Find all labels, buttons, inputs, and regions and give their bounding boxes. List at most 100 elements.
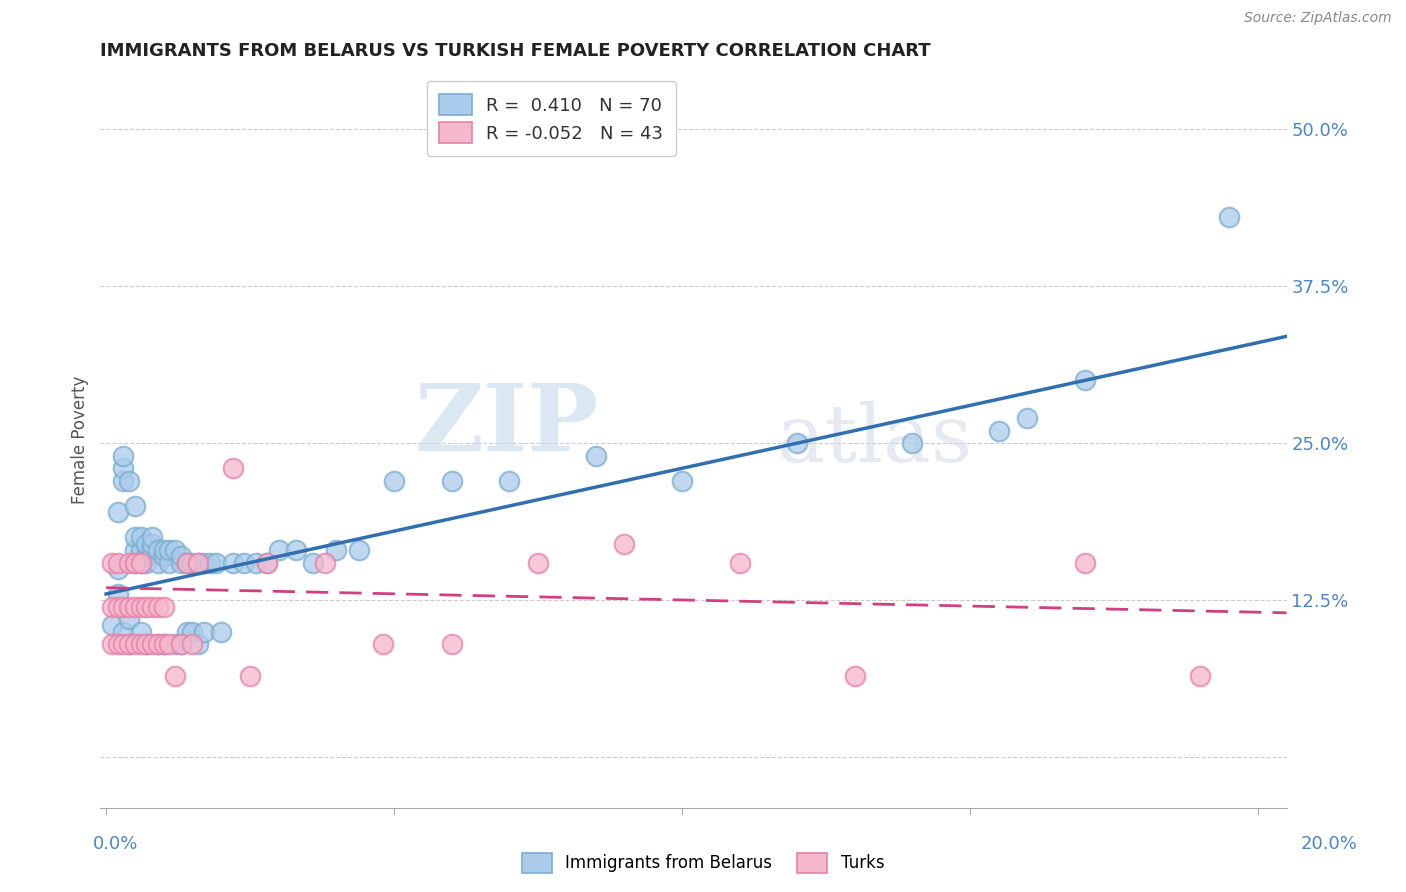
Point	[112, 624, 135, 639]
Point	[285, 543, 308, 558]
Point	[107, 505, 129, 519]
Point	[152, 637, 174, 651]
Point	[112, 474, 135, 488]
Point	[204, 556, 226, 570]
Point	[193, 624, 215, 639]
Point	[135, 637, 157, 651]
Point	[987, 424, 1010, 438]
Text: ZIP: ZIP	[415, 380, 599, 470]
Point	[152, 549, 174, 564]
Point	[527, 556, 550, 570]
Point	[112, 461, 135, 475]
Point	[256, 556, 278, 570]
Point	[141, 537, 163, 551]
Legend: R =  0.410   N = 70, R = -0.052   N = 43: R = 0.410 N = 70, R = -0.052 N = 43	[426, 81, 676, 156]
Point	[135, 637, 157, 651]
Point	[1218, 210, 1240, 224]
Point	[159, 556, 181, 570]
Point	[107, 587, 129, 601]
Point	[135, 556, 157, 570]
Point	[124, 637, 146, 651]
Point	[141, 543, 163, 558]
Point	[256, 556, 278, 570]
Point	[233, 556, 256, 570]
Point	[135, 599, 157, 614]
Point	[382, 474, 405, 488]
Point	[198, 556, 221, 570]
Point	[124, 556, 146, 570]
Point	[187, 556, 209, 570]
Point	[107, 599, 129, 614]
Point	[176, 556, 198, 570]
Point	[135, 549, 157, 564]
Point	[585, 449, 607, 463]
Point	[112, 637, 135, 651]
Text: Source: ZipAtlas.com: Source: ZipAtlas.com	[1244, 12, 1392, 25]
Point	[107, 556, 129, 570]
Point	[107, 562, 129, 576]
Point	[245, 556, 267, 570]
Point	[129, 599, 152, 614]
Point	[187, 637, 209, 651]
Point	[170, 549, 193, 564]
Point	[159, 637, 181, 651]
Point	[165, 543, 187, 558]
Legend: Immigrants from Belarus, Turks: Immigrants from Belarus, Turks	[515, 847, 891, 880]
Point	[440, 474, 463, 488]
Point	[314, 556, 336, 570]
Point	[1189, 668, 1212, 682]
Point	[901, 436, 924, 450]
Point	[146, 637, 169, 651]
Point	[371, 637, 394, 651]
Point	[118, 599, 141, 614]
Point	[170, 556, 193, 570]
Point	[844, 668, 866, 682]
Point	[118, 637, 141, 651]
Point	[152, 543, 174, 558]
Point	[325, 543, 347, 558]
Point	[124, 530, 146, 544]
Text: atlas: atlas	[776, 401, 972, 479]
Point	[671, 474, 693, 488]
Point	[146, 637, 169, 651]
Point	[141, 637, 163, 651]
Point	[141, 530, 163, 544]
Text: 20.0%: 20.0%	[1301, 835, 1357, 853]
Point	[101, 599, 124, 614]
Point	[159, 543, 181, 558]
Point	[1074, 373, 1097, 387]
Point	[146, 599, 169, 614]
Point	[239, 668, 262, 682]
Point	[440, 637, 463, 651]
Point	[124, 499, 146, 513]
Point	[222, 461, 245, 475]
Point	[176, 556, 198, 570]
Point	[209, 624, 232, 639]
Point	[302, 556, 325, 570]
Point	[193, 556, 215, 570]
Point	[118, 474, 141, 488]
Point	[112, 599, 135, 614]
Point	[349, 543, 371, 558]
Point	[786, 436, 808, 450]
Text: IMMIGRANTS FROM BELARUS VS TURKISH FEMALE POVERTY CORRELATION CHART: IMMIGRANTS FROM BELARUS VS TURKISH FEMAL…	[100, 42, 931, 60]
Point	[124, 556, 146, 570]
Point	[152, 599, 174, 614]
Point	[181, 637, 204, 651]
Point	[107, 637, 129, 651]
Point	[1074, 556, 1097, 570]
Point	[129, 556, 152, 570]
Point	[129, 556, 152, 570]
Point	[170, 637, 193, 651]
Point	[112, 449, 135, 463]
Point	[118, 637, 141, 651]
Y-axis label: Female Poverty: Female Poverty	[72, 376, 89, 504]
Point	[129, 543, 152, 558]
Point	[101, 618, 124, 632]
Point	[129, 637, 152, 651]
Point	[1017, 411, 1039, 425]
Point	[141, 599, 163, 614]
Point	[124, 543, 146, 558]
Point	[146, 556, 169, 570]
Point	[613, 537, 636, 551]
